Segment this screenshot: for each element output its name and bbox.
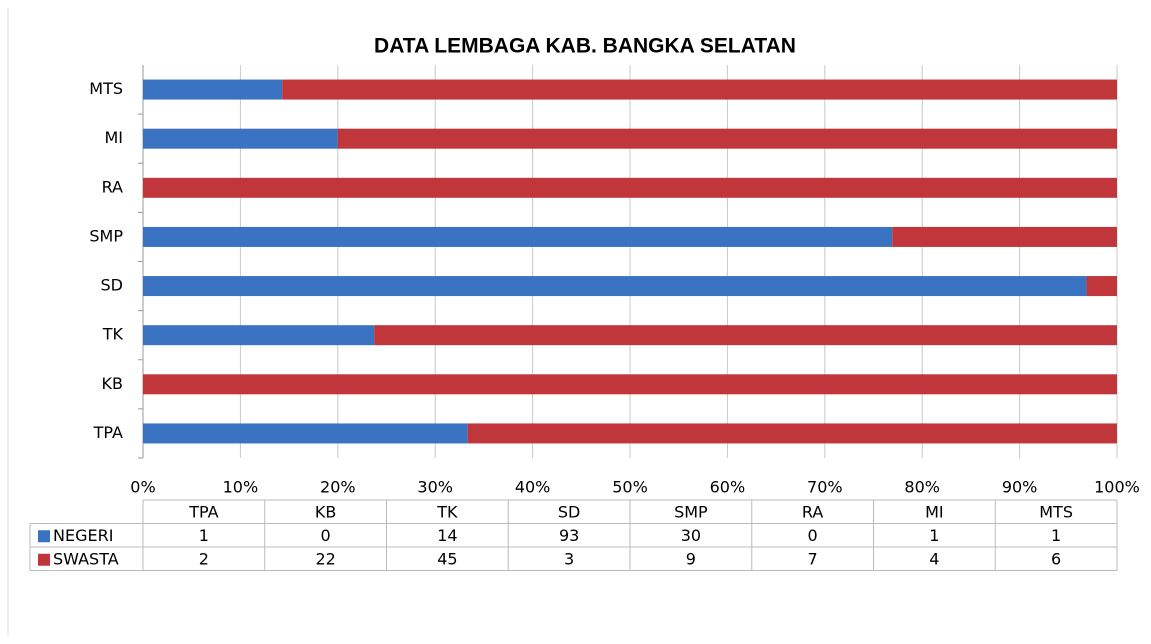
- legend-swatch: [38, 553, 50, 566]
- x-tick-label: 50%: [612, 478, 648, 497]
- table-cell: 1: [1051, 526, 1061, 545]
- bar-segment: [143, 374, 1117, 395]
- table-header: KB: [315, 502, 336, 521]
- bar-segment: [1086, 276, 1117, 297]
- bar-segment: [282, 79, 1118, 100]
- bar-segment: [143, 423, 468, 444]
- bar-segment: [892, 226, 1117, 247]
- table-header: RA: [802, 502, 823, 521]
- table-cell: 6: [1051, 549, 1061, 568]
- legend-label: SWASTA: [53, 549, 119, 568]
- x-tick-label: 10%: [223, 478, 259, 497]
- table-cell: 14: [437, 526, 457, 545]
- y-tick-label: TK: [102, 325, 124, 344]
- x-tick-label: 100%: [1094, 478, 1140, 497]
- table-cell: 0: [321, 526, 331, 545]
- table-header: MI: [925, 502, 944, 521]
- table-cell: 93: [559, 526, 579, 545]
- bar-segment: [143, 177, 1117, 198]
- table-header: SD: [558, 502, 580, 521]
- bar-segment: [143, 79, 283, 100]
- bar-segment: [143, 128, 338, 149]
- table-header: SMP: [674, 502, 708, 521]
- table-cell: 30: [681, 526, 701, 545]
- table-cell: 4: [929, 549, 939, 568]
- y-tick-label: SMP: [89, 226, 123, 245]
- x-tick-label: 30%: [417, 478, 453, 497]
- table-cell: 1: [199, 526, 209, 545]
- chart-title: DATA LEMBAGA KAB. BANGKA SELATAN: [374, 35, 796, 58]
- x-tick-label: 80%: [904, 478, 940, 497]
- x-tick-label: 90%: [1002, 478, 1038, 497]
- legend-swatch: [38, 530, 50, 543]
- y-tick-label: MI: [104, 128, 123, 147]
- y-tick-label: SD: [101, 276, 123, 295]
- y-tick-label: TPA: [93, 423, 123, 442]
- table-cell: 2: [199, 549, 209, 568]
- x-tick-label: 20%: [320, 478, 356, 497]
- table-cell: 9: [686, 549, 696, 568]
- table-cell: 1: [929, 526, 939, 545]
- bar-segment: [143, 325, 375, 346]
- bar-segment: [337, 128, 1117, 149]
- y-tick-label: KB: [102, 374, 123, 393]
- table-cell: 3: [564, 549, 574, 568]
- y-tick-label: RA: [102, 177, 123, 196]
- x-tick-label: 0%: [130, 478, 155, 497]
- table-cell: 22: [315, 549, 335, 568]
- x-tick-label: 40%: [515, 478, 551, 497]
- bar-segment: [467, 423, 1118, 444]
- table-cell: 0: [808, 526, 818, 545]
- y-tick-label: MTS: [89, 79, 123, 98]
- table-cell: 45: [437, 549, 457, 568]
- bar-segment: [143, 226, 893, 247]
- bar-segment: [143, 276, 1087, 297]
- legend-label: NEGERI: [53, 526, 113, 545]
- table-cell: 7: [808, 549, 818, 568]
- table-header: MTS: [1039, 502, 1073, 521]
- x-tick-label: 70%: [807, 478, 843, 497]
- x-tick-label: 60%: [710, 478, 746, 497]
- table-header: TK: [436, 502, 458, 521]
- table-header: TPA: [188, 502, 218, 521]
- bar-segment: [374, 325, 1117, 346]
